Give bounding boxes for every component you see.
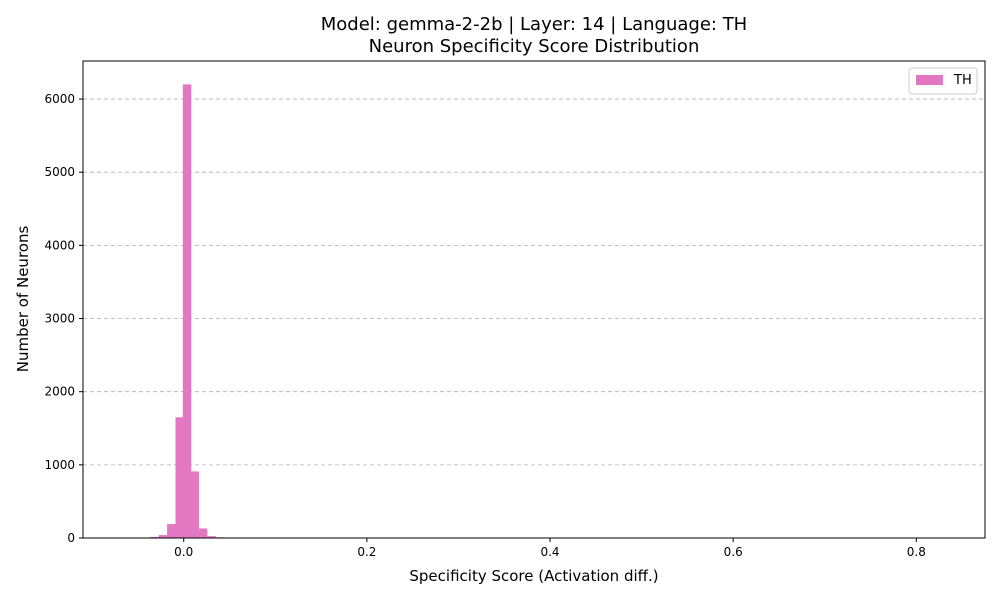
plot-frame [82,60,986,539]
chart-title: Model: gemma-2-2b | Layer: 14 | Language… [321,14,747,35]
legend: TH [908,67,978,95]
y-tick-label: 3000 [44,312,75,326]
histogram-bar [182,84,192,538]
legend-swatch-th [916,75,943,85]
y-tick-label: 0 [67,531,75,545]
histogram-bar [175,417,184,538]
histogram-bar [158,535,168,538]
y-tick-label: 2000 [44,385,75,399]
y-tick-label: 5000 [44,165,75,179]
y-axis-ticks: 0 1000 2000 3000 4000 5000 6000 [44,92,83,545]
x-axis-label: Specificity Score (Activation diff.) [409,567,658,585]
grid-lines [83,98,985,466]
legend-label-th: TH [953,73,972,88]
y-axis-label: Number of Neurons [14,226,32,373]
chart-subtitle: Neuron Specificity Score Distribution [369,36,700,57]
x-tick-label: 0.2 [357,545,376,559]
x-tick-label: 0.6 [724,545,743,559]
x-axis-ticks: 0.0 0.2 0.4 0.6 0.8 [174,538,926,559]
histogram-bar [198,528,208,538]
histogram-bar [167,524,176,538]
x-tick-label: 0.8 [907,545,926,559]
x-tick-label: 0.4 [540,545,559,559]
histogram-bars [141,84,242,538]
x-tick-label: 0.0 [174,545,193,559]
histogram-bar [190,471,199,538]
y-tick-label: 6000 [44,92,75,106]
y-tick-label: 1000 [44,458,75,472]
y-tick-label: 4000 [44,238,75,252]
histogram-bar [207,536,216,538]
histogram-bar [150,536,159,538]
